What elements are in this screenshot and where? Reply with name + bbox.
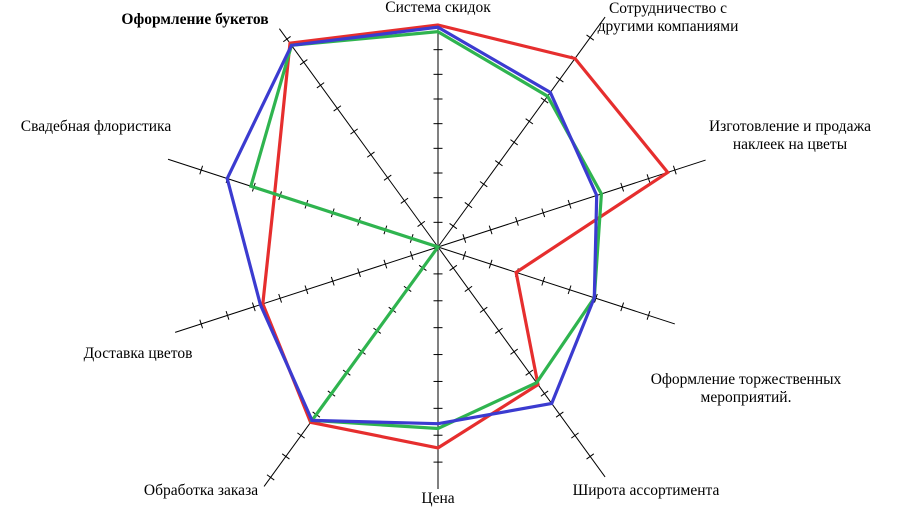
- axis-tick: [567, 199, 572, 209]
- radar-axis-2: [437, 159, 706, 248]
- axis-tick: [540, 390, 549, 397]
- axis-tick: [571, 432, 579, 439]
- radar-axes: [167, 16, 706, 489]
- series-polygon-blue: [225, 25, 599, 426]
- axis-tick: [555, 411, 564, 418]
- axis-label-8: Свадебная флористика: [21, 118, 172, 135]
- axis-tick: [462, 251, 467, 260]
- axis-tick: [278, 293, 282, 303]
- axis-tick: [266, 474, 275, 481]
- axis-tick: [366, 151, 375, 158]
- axis-tick: [646, 310, 651, 320]
- axis-label-6: Обработка заказа: [144, 482, 258, 499]
- axis-tick: [672, 165, 677, 175]
- radar-axis-4: [437, 246, 606, 478]
- axis-tick: [316, 82, 325, 89]
- axis-tick: [510, 139, 519, 146]
- axis-tick: [357, 268, 361, 278]
- axis-tick: [620, 302, 625, 312]
- axis-tick: [350, 128, 359, 135]
- axis-tick: [449, 264, 458, 271]
- axis-tick: [555, 76, 564, 83]
- axis-label-3: Оформление торжественных мероприятий.: [651, 371, 842, 406]
- axis-tick: [297, 432, 305, 439]
- axis-tick: [449, 223, 458, 230]
- radar-series: [225, 23, 671, 450]
- axis-tick: [462, 234, 467, 243]
- axis-tick: [383, 259, 388, 269]
- axis-tick: [479, 181, 488, 188]
- series-polygon-green: [248, 30, 604, 431]
- axis-tick: [299, 59, 308, 66]
- axis-label-0: Система скидок: [385, 0, 491, 16]
- axis-label-7: Доставка цветов: [84, 345, 193, 362]
- axis-tick: [333, 105, 342, 112]
- axis-label-4: Широта ассортимента: [573, 482, 720, 499]
- radar-axis-labels: Система скидок Сотрудничество с другими ко…: [21, 0, 871, 507]
- axis-label-5: Цена: [421, 490, 454, 507]
- axis-tick: [304, 285, 309, 295]
- radar-axis-1: [437, 16, 606, 248]
- axis-tick: [479, 306, 488, 313]
- axis-label-9: Оформление букетов: [121, 11, 268, 28]
- axis-tick: [417, 220, 426, 227]
- axis-tick: [586, 453, 595, 460]
- axis-tick: [646, 174, 651, 184]
- axis-label-2: Изготовление и продажа наклеек на цветы: [709, 118, 871, 153]
- axis-tick: [283, 36, 291, 43]
- axis-tick: [567, 285, 572, 295]
- axis-tick: [251, 302, 256, 312]
- radar-axis-3: [437, 246, 675, 325]
- axis-tick: [464, 202, 473, 209]
- axis-tick: [510, 348, 519, 355]
- axis-tick: [620, 182, 625, 192]
- radar-axis-9: [278, 28, 439, 248]
- axis-tick: [488, 225, 493, 235]
- axis-tick: [464, 285, 473, 292]
- axis-tick: [330, 276, 335, 286]
- axis-tick: [494, 160, 503, 167]
- axis-tick: [541, 276, 546, 286]
- axis-tick: [525, 118, 534, 125]
- axis-tick: [281, 453, 290, 460]
- axis-tick: [225, 310, 230, 320]
- axis-tick: [199, 319, 204, 329]
- axis-tick: [409, 251, 414, 260]
- axis-label-1: Сотрудничество с другими компаниями: [598, 0, 739, 35]
- axis-tick: [594, 293, 598, 303]
- axis-tick: [515, 216, 519, 226]
- axis-tick: [540, 97, 549, 104]
- axis-tick: [494, 327, 503, 334]
- axis-tick: [525, 369, 534, 376]
- series-polygon-red: [261, 23, 671, 450]
- axis-tick: [586, 34, 595, 41]
- axis-tick: [541, 208, 546, 218]
- axis-tick: [400, 197, 409, 204]
- axis-tick: [199, 165, 204, 175]
- axis-tick: [383, 174, 392, 181]
- axis-tick: [488, 259, 493, 269]
